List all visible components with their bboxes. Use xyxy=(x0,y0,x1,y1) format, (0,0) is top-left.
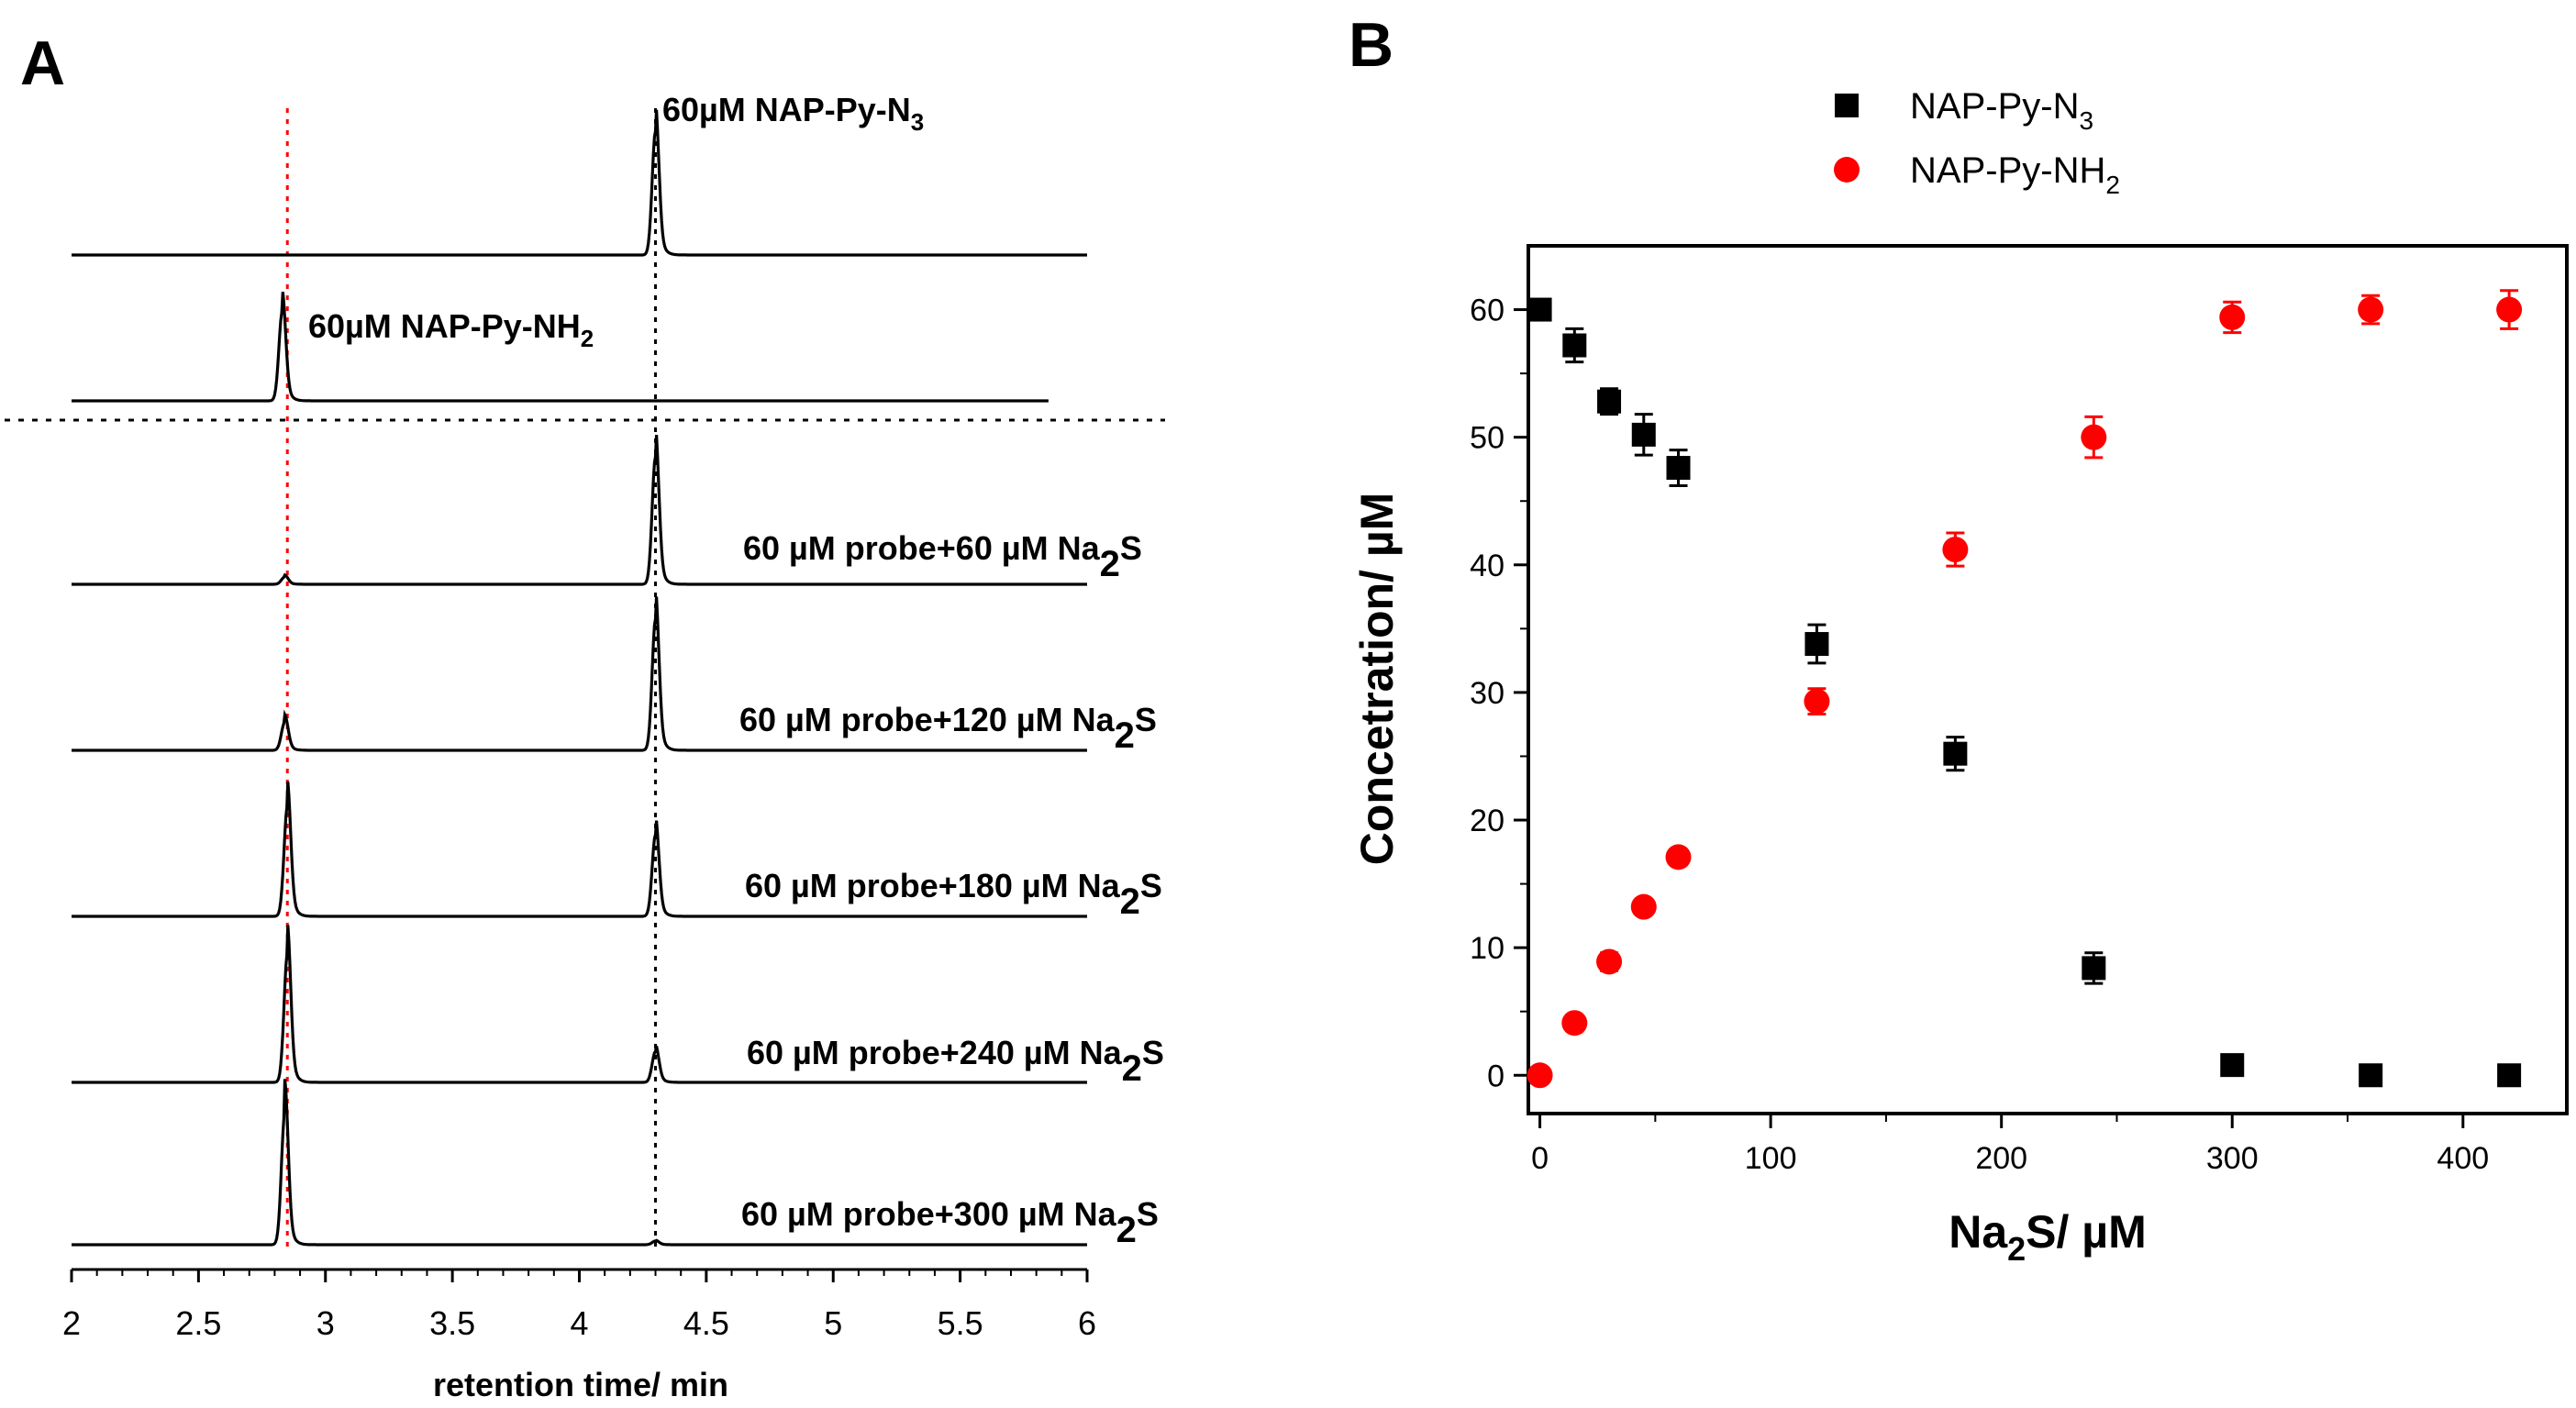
x-tick-label-b: 200 xyxy=(1975,1141,2027,1176)
y-tick-label-b: 20 xyxy=(1470,804,1505,838)
trace-label-2: 60µM NAP-Py-NH2 xyxy=(308,307,594,352)
point-n3-5 xyxy=(1666,456,1691,481)
x-axis-title-b: Na2S/ µM xyxy=(1949,1206,2147,1268)
point-nh2-8 xyxy=(2081,424,2107,450)
trace-label-7: 60 µM probe+300 µM Na2S xyxy=(741,1195,1159,1250)
point-n3-1 xyxy=(1527,297,1552,322)
plot-frame-b xyxy=(1527,244,2569,1115)
x-tick-label-b: 400 xyxy=(2437,1141,2489,1176)
point-n3-10 xyxy=(2359,1063,2383,1088)
panel-b-scatter: B 0 10 20 30 40 50 60 0 100 200 300 400 NAP-Py-N3 NA… xyxy=(1349,10,2569,1268)
point-nh2-6 xyxy=(1804,688,1830,715)
x-tick-label-a: 4 xyxy=(570,1304,588,1342)
y-tick-label-b: 10 xyxy=(1470,931,1505,966)
point-nh2-5 xyxy=(1665,844,1692,870)
chromatogram-trace-2 xyxy=(72,292,1049,403)
x-tick-label-b: 0 xyxy=(1531,1141,1549,1176)
x-tick-label-b: 300 xyxy=(2206,1141,2259,1176)
x-tick-label-a: 2.5 xyxy=(175,1304,221,1342)
x-tick-label-a: 5 xyxy=(824,1304,842,1342)
point-nh2-4 xyxy=(1630,893,1657,920)
y-tick-label-b: 30 xyxy=(1470,676,1505,711)
y-tick-label-b: 40 xyxy=(1470,549,1505,583)
point-n3-11 xyxy=(2497,1063,2522,1088)
y-axis-title-b: Concetration/ µM xyxy=(1351,493,1403,866)
y-tick-label-b: 0 xyxy=(1487,1059,1505,1093)
x-tick-label-b: 100 xyxy=(1745,1141,1797,1176)
x-tick-label-a: 5.5 xyxy=(938,1304,983,1342)
y-tick-label-b: 60 xyxy=(1470,294,1505,328)
chromatogram-trace-4 xyxy=(72,596,1087,752)
point-n3-4 xyxy=(1631,422,1656,447)
chromatogram-trace-6 xyxy=(72,925,1087,1084)
point-n3-8 xyxy=(2082,956,2106,981)
legend-marker-n3 xyxy=(1835,94,1859,117)
trace-label-5: 60 µM probe+180 µM Na2S xyxy=(745,867,1162,922)
chromatogram-trace-1 xyxy=(72,109,1087,257)
point-n3-3 xyxy=(1597,389,1622,414)
x-tick-label-a: 2 xyxy=(62,1304,81,1342)
trace-label-1: 60µM NAP-Py-N3 xyxy=(662,91,924,136)
panel-a-chromatograms: A 60µM NAP-Py-N3 60µM NAP-Py-NH2 60 µM pro… xyxy=(5,28,1165,1403)
point-nh2-7 xyxy=(1942,537,1969,563)
x-tick-label-a: 4.5 xyxy=(683,1304,729,1342)
x-tick-label-a: 3.5 xyxy=(429,1304,475,1342)
chromatogram-trace-7 xyxy=(72,1079,1087,1247)
point-n3-2 xyxy=(1562,333,1587,358)
x-tick-label-a: 3 xyxy=(316,1304,335,1342)
point-n3-9 xyxy=(2220,1053,2245,1078)
panel-label-a: A xyxy=(20,28,65,98)
legend-marker-nh2 xyxy=(1834,157,1860,183)
legend-label-2: NAP-Py-NH2 xyxy=(1910,150,2120,199)
chromatogram-trace-5 xyxy=(72,782,1087,918)
legend-label-1: NAP-Py-N3 xyxy=(1910,86,2093,135)
point-nh2-10 xyxy=(2358,296,2384,323)
trace-label-6: 60 µM probe+240 µM Na2S xyxy=(747,1034,1164,1089)
point-n3-7 xyxy=(1943,741,1968,766)
trace-label-3: 60 µM probe+60 µM Na2S xyxy=(743,529,1142,584)
y-tick-label-b: 50 xyxy=(1470,421,1505,456)
point-nh2-1 xyxy=(1527,1062,1553,1089)
x-axis-title-a: retention time/ min xyxy=(433,1366,728,1403)
point-nh2-3 xyxy=(1596,948,1623,975)
point-nh2-9 xyxy=(2219,304,2246,330)
chromatogram-trace-3 xyxy=(72,435,1087,586)
trace-label-4: 60 µM probe+120 µM Na2S xyxy=(739,701,1157,756)
point-nh2-11 xyxy=(2496,296,2523,323)
point-nh2-2 xyxy=(1561,1010,1588,1037)
point-n3-6 xyxy=(1804,632,1829,657)
x-tick-label-a: 6 xyxy=(1078,1304,1096,1342)
panel-label-b: B xyxy=(1349,10,1393,80)
